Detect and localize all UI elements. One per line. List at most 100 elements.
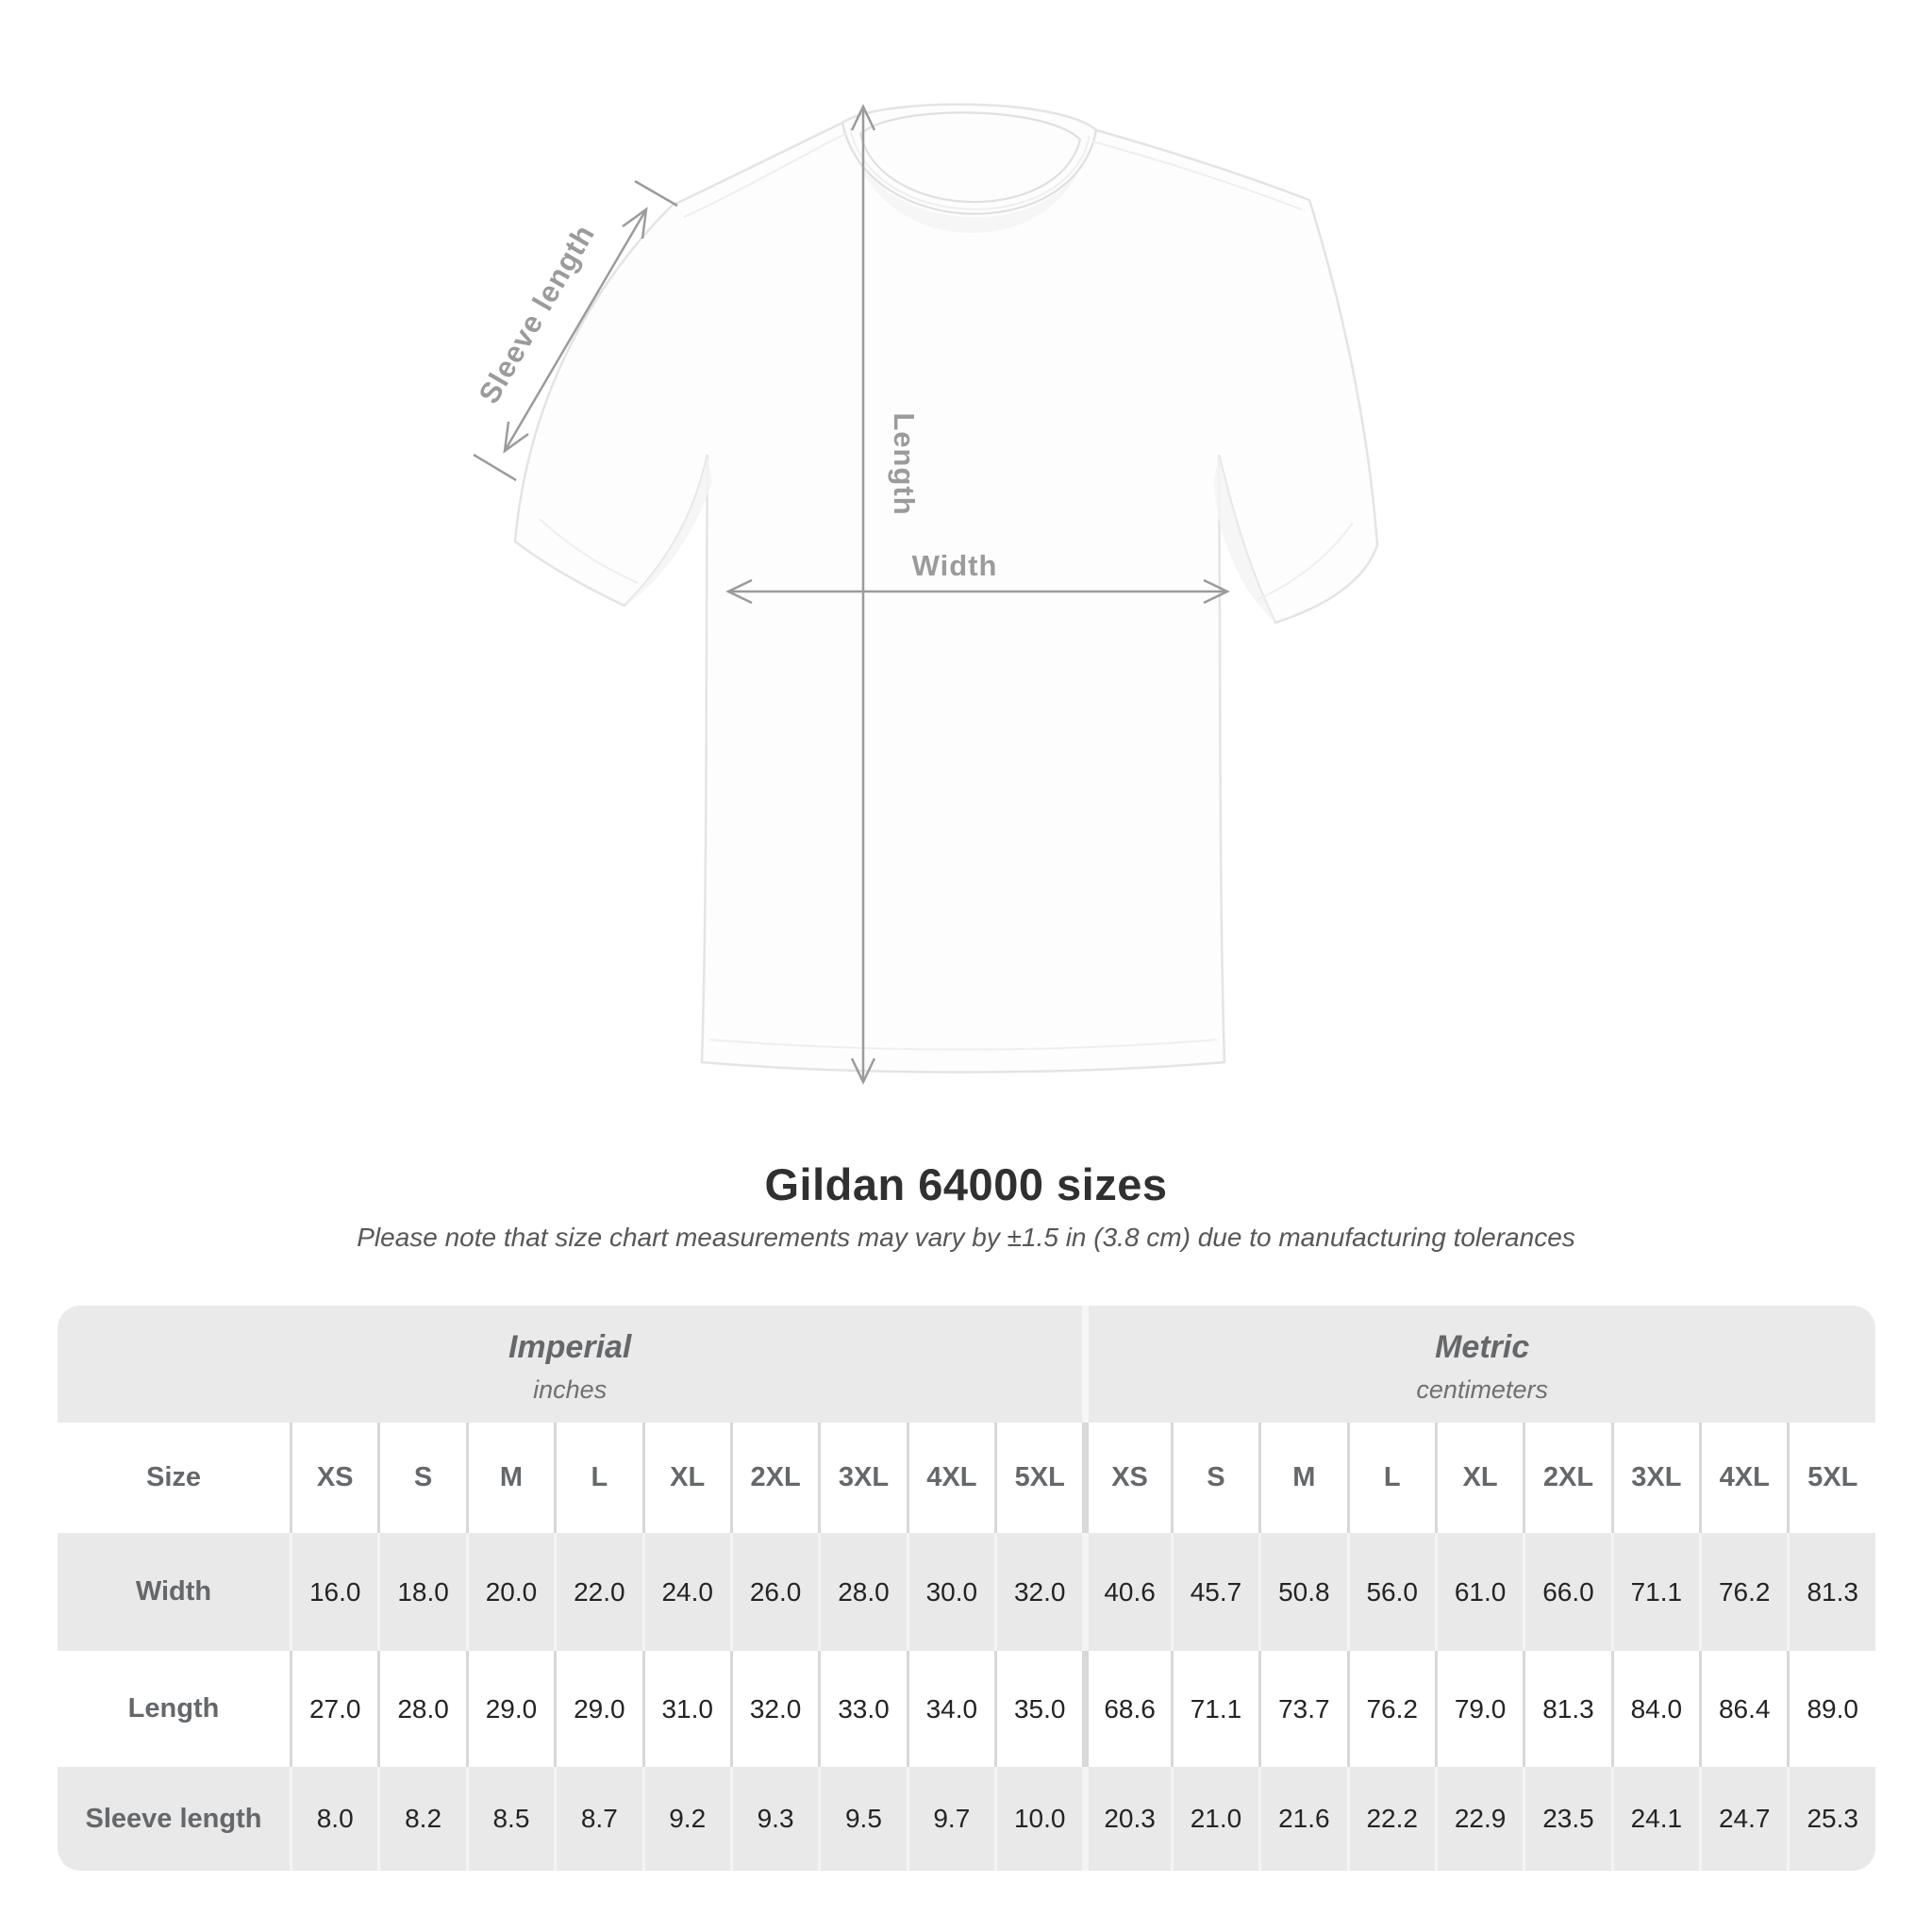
shoulder-seam-left — [683, 133, 846, 218]
value-cell: 50.8 — [1258, 1533, 1347, 1651]
value-cell: 89.0 — [1787, 1651, 1875, 1767]
value-cell: 56.0 — [1346, 1533, 1435, 1651]
value-cell: 9.3 — [729, 1767, 819, 1871]
value-cell: 32.0 — [994, 1533, 1083, 1651]
shoulder-seam-right — [1091, 141, 1303, 210]
value-cell: 81.3 — [1787, 1533, 1875, 1651]
value-cell: 20.3 — [1082, 1767, 1171, 1871]
size-col-header: XS — [1082, 1423, 1171, 1533]
table-row: Sleeve length 8.0 8.2 8.5 8.7 9.2 9.3 9.5 9.7 10.… — [58, 1767, 1875, 1871]
length-label: Length — [888, 412, 921, 515]
size-table-container: Imperial inches Metric centimeters Size XS S M L… — [58, 1306, 1875, 1871]
tolerance-note: Please note that size chart measurements… — [357, 1223, 1575, 1252]
sleeve-stitch-left — [539, 518, 639, 584]
sleeve-dimension-line — [503, 208, 648, 452]
width-arrowhead-right — [1203, 578, 1230, 605]
size-col-header: M — [1258, 1423, 1347, 1533]
size-col-header: L — [554, 1423, 642, 1533]
value-cell: 71.1 — [1170, 1651, 1259, 1767]
value-cell: 29.0 — [554, 1651, 642, 1767]
length-arrowhead-top — [850, 104, 876, 131]
value-cell: 30.0 — [906, 1533, 994, 1651]
size-col-header: 5XL — [994, 1423, 1083, 1533]
value-cell: 28.0 — [818, 1533, 907, 1651]
page-title: Gildan 64000 sizes — [764, 1159, 1168, 1209]
value-cell: 32.0 — [729, 1651, 819, 1767]
value-cell: 66.0 — [1523, 1533, 1611, 1651]
size-col-header: 2XL — [1523, 1423, 1611, 1533]
sleeve-arrowhead-top — [622, 207, 648, 240]
size-header-cell: Size — [58, 1423, 290, 1533]
value-cell: 71.1 — [1610, 1533, 1699, 1651]
collar-shade — [852, 142, 1087, 234]
value-cell: 27.0 — [290, 1651, 378, 1767]
unit-group-label: Imperial — [508, 1329, 632, 1365]
value-cell: 8.7 — [554, 1767, 642, 1871]
row-label-cell: Sleeve length — [58, 1767, 290, 1871]
value-cell: 76.2 — [1346, 1651, 1435, 1767]
value-cell: 8.2 — [377, 1767, 466, 1871]
value-cell: 24.0 — [641, 1533, 730, 1651]
size-col-header: XL — [1434, 1423, 1524, 1533]
table-row: Length 27.0 28.0 29.0 29.0 31.0 32.0 33.0 34.0 35… — [58, 1651, 1875, 1767]
value-cell: 16.0 — [290, 1533, 378, 1651]
unit-group-imperial: Imperial inches — [58, 1306, 1083, 1423]
size-col-header: 4XL — [906, 1423, 994, 1533]
size-col-header: 4XL — [1699, 1423, 1788, 1533]
value-cell: 18.0 — [377, 1533, 466, 1651]
size-col-header: 3XL — [818, 1423, 907, 1533]
value-cell: 40.6 — [1082, 1533, 1171, 1651]
unit-group-metric: Metric centimeters — [1082, 1306, 1875, 1423]
sleeve-arrowhead-bottom — [503, 421, 529, 454]
value-cell: 9.5 — [818, 1767, 907, 1871]
value-cell: 23.5 — [1523, 1767, 1611, 1871]
value-cell: 22.9 — [1434, 1767, 1524, 1871]
value-cell: 61.0 — [1434, 1533, 1524, 1651]
value-cell: 86.4 — [1699, 1651, 1788, 1767]
unit-group-sublabel: inches — [533, 1375, 608, 1404]
value-cell: 73.7 — [1258, 1651, 1347, 1767]
collar-stitch — [849, 127, 1091, 210]
value-cell: 22.2 — [1346, 1767, 1435, 1871]
value-cell: 33.0 — [818, 1651, 907, 1767]
row-label-cell: Width — [58, 1533, 290, 1651]
unit-group-row: Imperial inches Metric centimeters — [58, 1306, 1875, 1423]
value-cell: 10.0 — [994, 1767, 1083, 1871]
value-cell: 84.0 — [1610, 1651, 1699, 1767]
value-cell: 24.7 — [1699, 1767, 1788, 1871]
size-col-header: 2XL — [729, 1423, 819, 1533]
size-col-header: 5XL — [1787, 1423, 1875, 1533]
value-cell: 9.2 — [641, 1767, 730, 1871]
value-cell: 21.6 — [1258, 1767, 1347, 1871]
size-col-header: 3XL — [1610, 1423, 1699, 1533]
tshirt-diagram: Sleeve length Length Width — [473, 103, 1379, 1085]
value-cell: 24.1 — [1610, 1767, 1699, 1871]
value-cell: 26.0 — [729, 1533, 819, 1651]
value-cell: 79.0 — [1434, 1651, 1524, 1767]
row-label-cell: Length — [58, 1651, 290, 1767]
size-table: Imperial inches Metric centimeters Size XS S M L… — [58, 1306, 1875, 1871]
collar-outer — [841, 122, 1098, 215]
size-col-header: S — [377, 1423, 466, 1533]
value-cell: 8.5 — [465, 1767, 555, 1871]
value-cell: 45.7 — [1170, 1533, 1259, 1651]
sleeve-tick-top — [634, 179, 678, 208]
collar-inner — [858, 111, 1082, 204]
unit-group-sublabel: centimeters — [1416, 1375, 1548, 1404]
length-arrowhead-bottom — [850, 1058, 876, 1085]
tshirt-graphic — [513, 103, 1379, 1074]
width-label: Width — [912, 549, 998, 582]
size-col-header: S — [1170, 1423, 1259, 1533]
table-row: Width 16.0 18.0 20.0 22.0 24.0 26.0 28.0 30.0 32.… — [58, 1533, 1875, 1651]
value-cell: 21.0 — [1170, 1767, 1259, 1871]
size-col-header: M — [465, 1423, 555, 1533]
size-col-header: XS — [290, 1423, 378, 1533]
sleeve-tick-bottom — [473, 453, 517, 482]
value-cell: 8.0 — [290, 1767, 378, 1871]
size-header-row: Size XS S M L XL 2XL 3XL 4XL 5XL XS S M L XL 2XL 3XL 4XL 5… — [58, 1423, 1875, 1533]
value-cell: 76.2 — [1699, 1533, 1788, 1651]
value-cell: 31.0 — [641, 1651, 730, 1767]
value-cell: 35.0 — [994, 1651, 1083, 1767]
width-arrowhead-left — [725, 578, 753, 605]
